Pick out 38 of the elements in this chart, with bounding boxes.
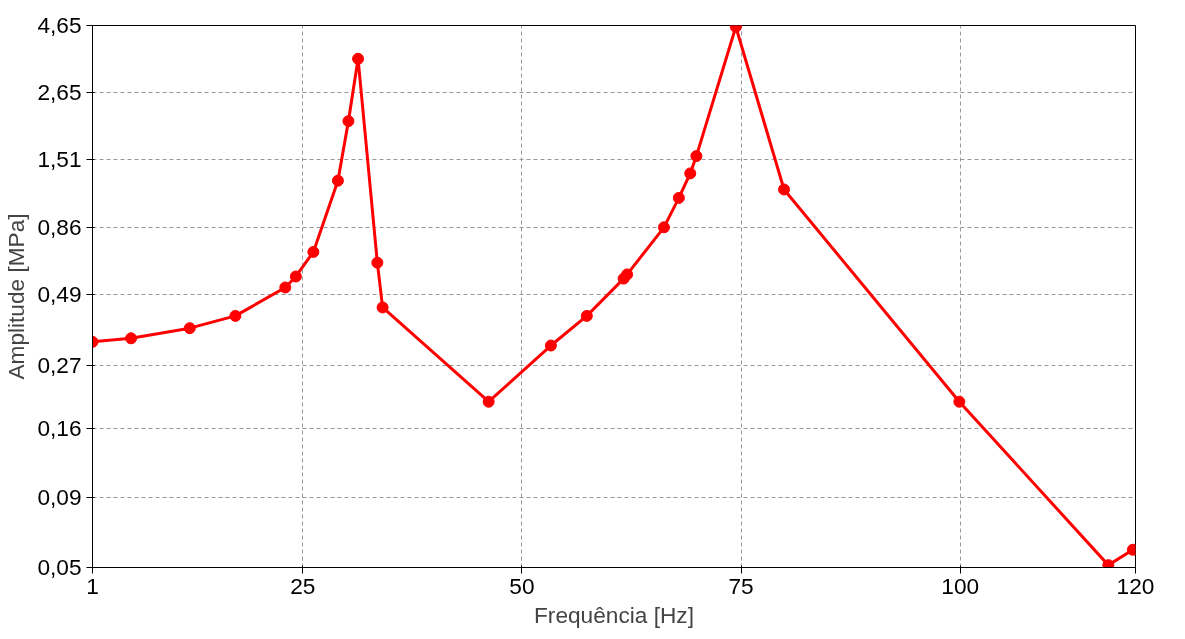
point (125, 332, 138, 345)
point (229, 309, 242, 322)
y-tick-label: 4,65 (37, 12, 82, 38)
point (279, 281, 292, 294)
x-axis-title: Frequência [Hz] (534, 601, 694, 628)
point (621, 268, 634, 281)
x-tick-label: 75 (728, 572, 754, 599)
y-tick-label: 0,16 (37, 414, 82, 441)
x-tick-label: 1 (86, 572, 99, 599)
point (183, 322, 196, 335)
x-tick-label: 25 (290, 572, 316, 599)
x-tick-label: 100 (941, 572, 980, 599)
point (482, 395, 495, 408)
point (544, 339, 557, 352)
y-tick-label: 0,86 (37, 213, 82, 240)
point (331, 174, 344, 187)
point (580, 309, 593, 322)
point (289, 270, 302, 283)
x-tick-label: 50 (509, 572, 535, 599)
point (342, 115, 355, 128)
point (376, 301, 389, 314)
y-tick-label: 0,27 (37, 352, 82, 379)
point (690, 150, 703, 163)
point (307, 245, 320, 258)
point (684, 167, 697, 180)
y-tick-label: 0,49 (37, 281, 82, 308)
y-tick-label: 1,51 (37, 146, 82, 173)
point (953, 395, 966, 408)
point (672, 191, 685, 204)
point (657, 221, 670, 234)
point (352, 52, 365, 65)
y-tick-label: 2,65 (37, 79, 82, 106)
y-axis-title: Amplitude [MPa] (3, 213, 30, 380)
y-tick-label: 0,09 (37, 483, 82, 510)
point (778, 183, 791, 196)
point (371, 256, 384, 269)
x-tick-label: 120 (1116, 572, 1155, 599)
y-tick-label: 0,05 (37, 554, 82, 580)
